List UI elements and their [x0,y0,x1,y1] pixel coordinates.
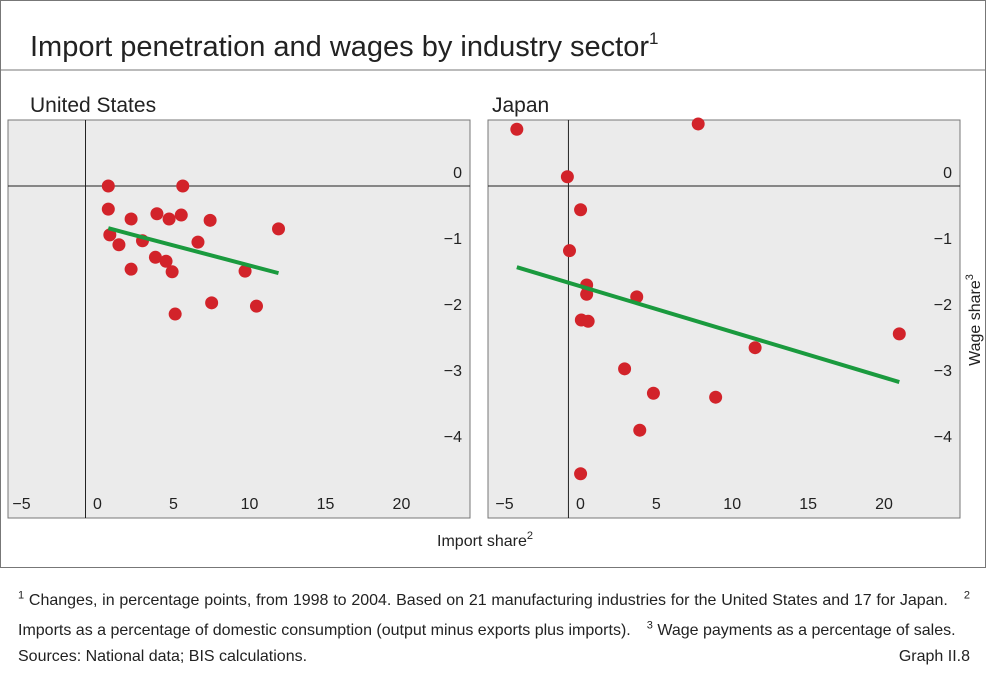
point [124,212,138,226]
sources: Sources: National data; BIS calculations… [18,648,308,665]
point [249,299,263,313]
point [892,327,906,341]
y-tick-label: −4 [934,429,952,446]
y-tick-label: −3 [934,363,952,380]
footnotes: 1 Changes, in percentage points, from 19… [18,584,970,643]
point [581,314,595,328]
x-tick-label: 20 [393,496,411,513]
point [150,207,164,221]
point [174,208,188,222]
y-tick-label: −4 [444,429,462,446]
y-tick-label: −2 [934,297,952,314]
footnote-text: Wage payments as a percentage of sales. [657,621,956,639]
trend-line [516,265,900,384]
plot-area [487,119,961,519]
x-tick-label: −5 [495,496,513,513]
plot-area [7,119,471,519]
point [205,296,219,310]
x-tick-label: 0 [576,496,585,513]
point [618,362,632,376]
y-tick-label: −2 [444,297,462,314]
footnote: 1 Changes, in percentage points, from 19… [18,590,948,610]
trend-line [107,226,280,276]
x-tick-label: 15 [799,496,817,513]
y-tick-label: −1 [444,231,462,248]
point [574,203,588,217]
point [191,235,205,249]
point [272,222,286,236]
point [646,386,660,400]
point [101,202,115,216]
footnote-mark: 1 [18,590,25,602]
point [562,244,576,258]
y-tick-label: 0 [453,165,462,182]
point [162,212,176,226]
point [101,179,115,193]
y-axis-label: Wage share3 [964,274,984,366]
x-tick-label: 5 [169,496,178,513]
point [165,265,179,279]
footnote-mark: 2 [963,590,970,602]
footnote: 3 Wage payments as a percentage of sales… [646,619,956,639]
point [560,170,574,184]
x-tick-label: 20 [875,496,893,513]
x-tick-label: 10 [723,496,741,513]
point [510,122,524,136]
point [203,213,217,227]
footnote-text: Changes, in percentage points, from 1998… [28,592,948,610]
point [633,423,647,437]
x-tick-label: 15 [317,496,335,513]
panel-title: United States [30,94,156,117]
point [709,390,723,404]
footer: Sources: National data; BIS calculations… [18,648,970,666]
y-tick-label: −1 [934,231,952,248]
x-tick-label: 0 [93,496,102,513]
footnote: 2 Imports as a percentage of domestic co… [18,590,970,639]
point [691,117,705,131]
point [238,264,252,278]
footnote-text: Imports as a percentage of domestic cons… [18,621,631,639]
panel-title: Japan [492,94,549,117]
y-tick-label: −3 [444,363,462,380]
point [176,179,190,193]
x-tick-label: −5 [12,496,30,513]
point [148,250,162,264]
x-tick-label: 10 [241,496,259,513]
point [159,254,173,268]
point [124,262,138,276]
point [112,238,126,252]
point [574,467,588,481]
point [168,307,182,321]
x-axis-label: Import share2 [437,530,533,550]
graph-label: Graph II.8 [898,648,970,665]
point [103,228,117,242]
chart-title: Import penetration and wages by industry… [30,29,658,63]
footnote-mark: 3 [646,619,653,632]
y-tick-label: 0 [943,165,952,182]
x-tick-label: 5 [652,496,661,513]
point [748,341,762,355]
